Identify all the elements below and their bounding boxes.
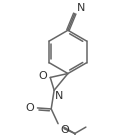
Text: N: N [55, 91, 64, 101]
Text: O: O [26, 103, 35, 113]
Text: O: O [39, 72, 47, 82]
Text: N: N [77, 3, 85, 13]
Text: O: O [60, 125, 69, 135]
